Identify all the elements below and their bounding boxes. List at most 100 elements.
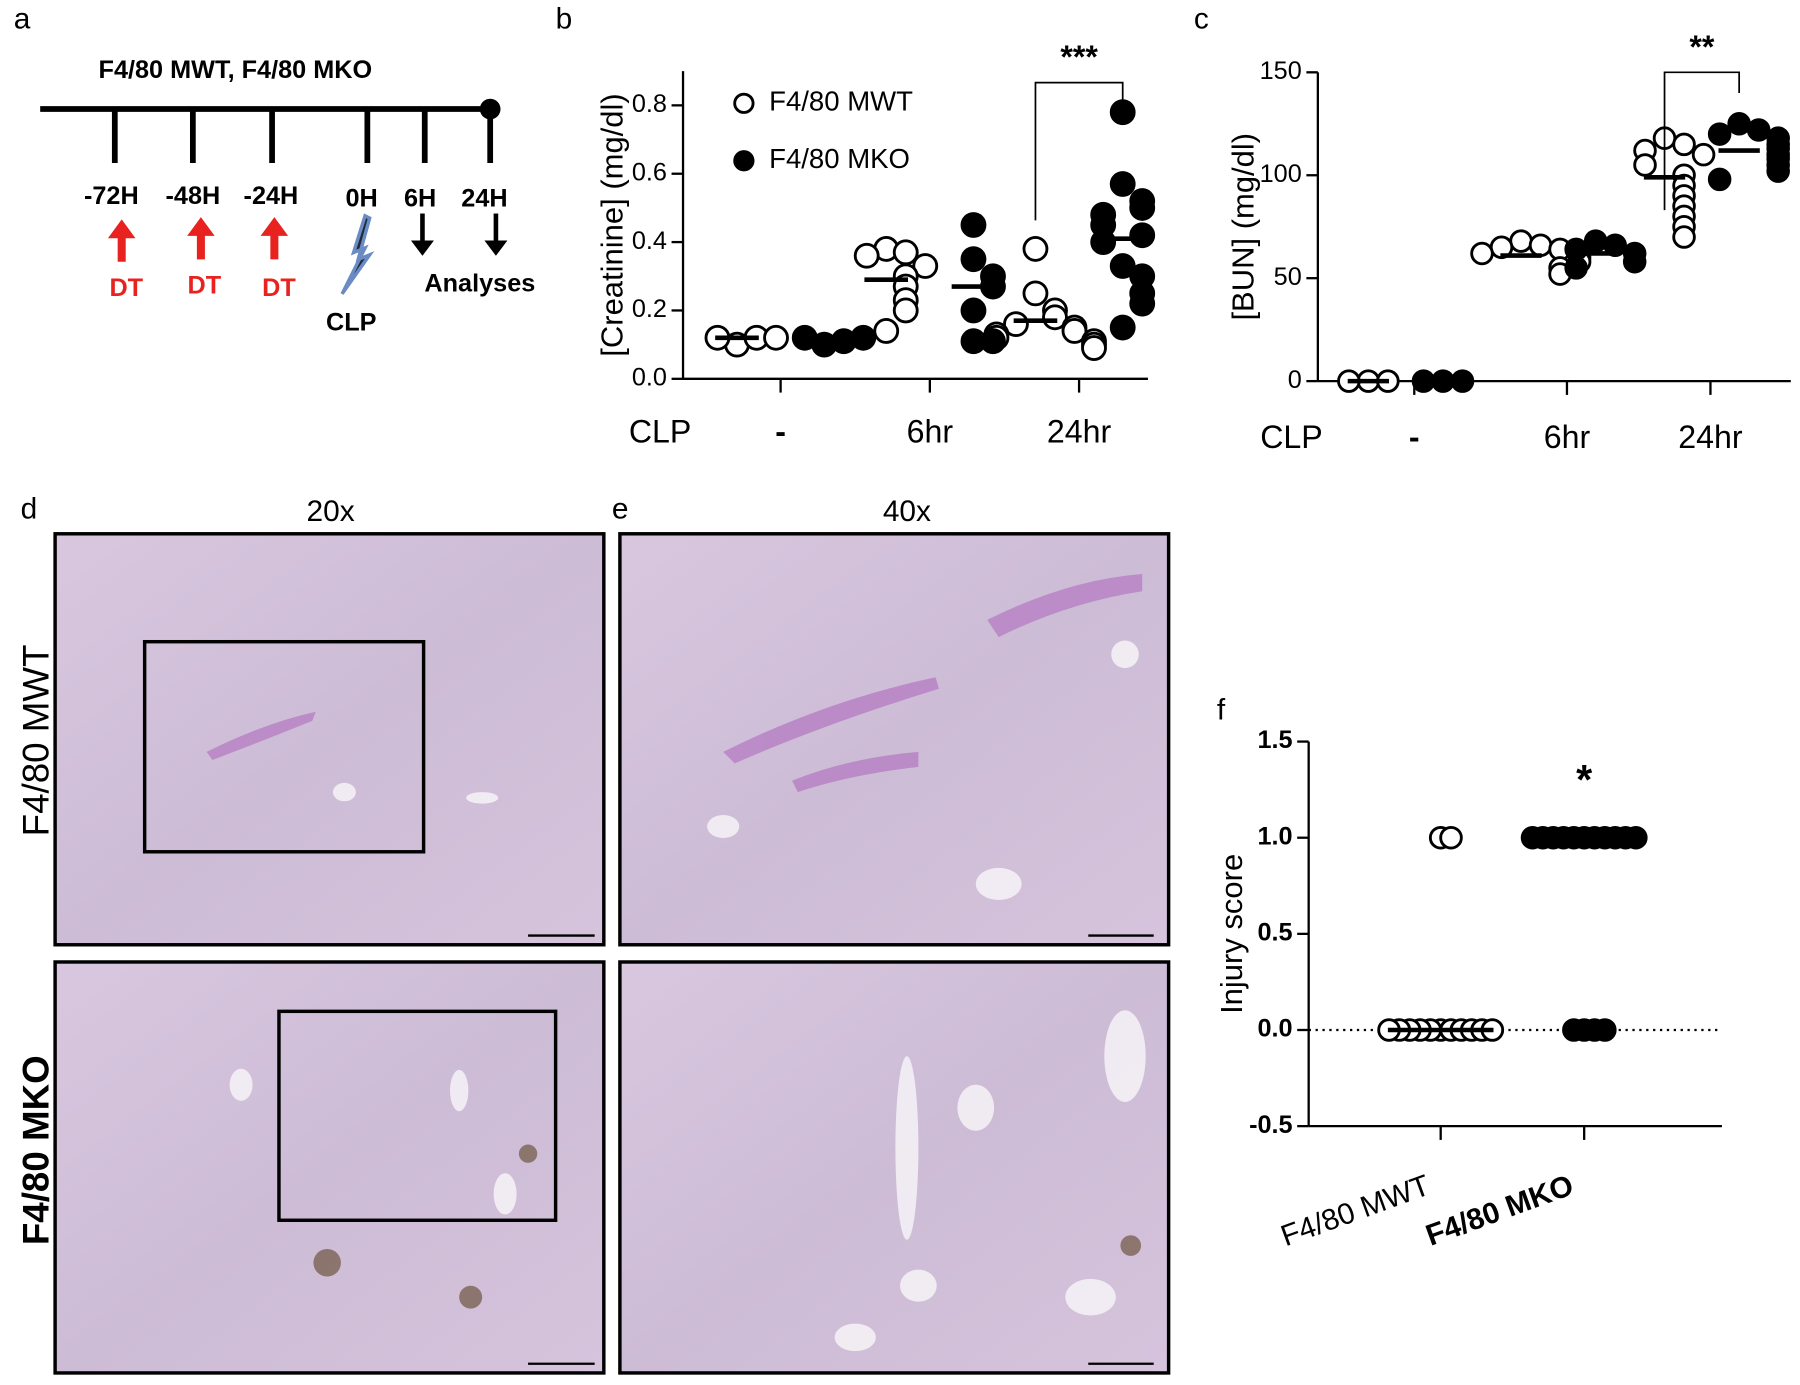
chart: -0.5 0.5 1.5 0.0 1.0 Injury score F4/80 MWTF4/…: [1214, 726, 1722, 1253]
tissue-features: [206, 573, 1143, 793]
data-point: [1583, 229, 1608, 253]
micrograph: [53, 960, 606, 1375]
data-point: [1022, 236, 1049, 262]
readout: Analyses: [424, 269, 535, 297]
treatment: DT: [188, 272, 222, 300]
panel-label: e: [612, 493, 629, 526]
data-point: [1109, 171, 1136, 197]
zoom-box: [277, 1009, 558, 1222]
data-point: [980, 328, 1006, 355]
data-point: [1129, 194, 1156, 221]
data-point: [1622, 249, 1647, 274]
data-point: [1593, 1018, 1617, 1042]
data-point: [1109, 99, 1136, 126]
data-point: [1707, 122, 1732, 146]
data-point: [892, 297, 919, 324]
x-axis-label: CLP: [629, 413, 692, 449]
data-point: [853, 242, 880, 269]
timeline-panel: a F4/80 MWT, F4/80 MKO -72H -48H -24H 0H…: [14, 3, 536, 337]
timepoint: 0H: [345, 184, 377, 212]
panel-label: b: [556, 3, 573, 36]
data-point: [1129, 290, 1156, 317]
data-point: [1090, 229, 1117, 256]
x-axis-label: CLP: [1260, 419, 1323, 455]
significance-bracket: [1663, 71, 1741, 211]
data-point: [1129, 222, 1156, 249]
pigment: [313, 1144, 1142, 1309]
x-tick-label: 24hr: [1047, 413, 1112, 449]
y-tick-label: 0.8: [632, 90, 667, 118]
timepoint: -72H: [84, 182, 139, 210]
data-point: [1672, 225, 1696, 249]
y-tick-label: 0.6: [632, 158, 667, 186]
y-tick-label: 0.4: [632, 227, 667, 255]
significance-label: *: [1576, 757, 1593, 803]
data-point: [1746, 118, 1771, 142]
x-tick-label: 24hr: [1678, 419, 1743, 455]
y-tick-label: 100: [1260, 160, 1302, 188]
analysis-arrows: [410, 213, 508, 256]
data-point: [960, 212, 987, 238]
data-point: [1727, 112, 1751, 136]
row-label: F4/80 MWT: [16, 645, 57, 837]
timepoint: -24H: [244, 182, 299, 210]
y-tick-label: 0.0: [632, 363, 667, 391]
y-tick-label: 150: [1260, 57, 1302, 85]
panel-label: c: [1194, 3, 1209, 36]
data-point: [912, 253, 939, 279]
data-point: [1470, 241, 1494, 266]
y-tick-label: 0.2: [632, 295, 667, 323]
x-tick-label: F4/80 MKO: [1422, 1169, 1578, 1253]
y-axis-label: [Creatinine] (mg/dl): [594, 93, 629, 356]
magnification: 20x: [307, 495, 355, 528]
chart: 0.0 0.2 0.4 0.6 0.8[Creatinine] (mg/dl) CLP - 6…: [594, 39, 1156, 449]
panel-label: f: [1217, 694, 1226, 727]
x-tick-label: F4/80 MWT: [1277, 1169, 1435, 1253]
data-point: [960, 297, 987, 324]
data-point: [1766, 159, 1790, 183]
timepoint: 24H: [461, 184, 507, 212]
y-tick-label: -0.5: [1249, 1111, 1293, 1139]
row-label: F4/80 MKO: [16, 1055, 57, 1245]
y-axis-label: Injury score: [1214, 854, 1249, 1014]
y-tick-label: 50: [1274, 263, 1302, 291]
clp-icon: [340, 213, 375, 295]
data-point: [850, 324, 877, 351]
data-point: [1003, 311, 1029, 338]
y-tick-label: 0: [1288, 366, 1302, 394]
micrograph: [53, 532, 606, 947]
procedure: CLP: [326, 308, 377, 336]
x-tick-label: -: [775, 413, 786, 449]
data-point: [873, 318, 900, 344]
timeline-title: F4/80 MWT, F4/80 MKO: [99, 56, 373, 84]
data-point: [791, 324, 818, 351]
timeline-ticks: [111, 109, 494, 164]
significance-label: **: [1689, 29, 1715, 65]
data-point: [1109, 314, 1136, 341]
timepoint: 6H: [404, 184, 436, 212]
data-point: [1509, 229, 1533, 253]
y-tick-label: 1.5: [1257, 726, 1292, 754]
data-point: [1042, 304, 1068, 331]
legend-label: F4/80 MKO: [769, 143, 910, 174]
data-point: [960, 246, 987, 273]
data-point: [1691, 142, 1716, 167]
scale-bars: [528, 934, 1154, 1365]
data-point: [1564, 256, 1588, 280]
x-tick-label: 6hr: [907, 413, 954, 449]
legend-marker: [733, 150, 755, 172]
treatment: DT: [262, 274, 296, 302]
y-axis-label: [BUN] (mg/dl): [1226, 133, 1261, 321]
data-point: [1109, 253, 1136, 279]
significance-bracket: [1034, 81, 1124, 221]
data-point: [1672, 132, 1696, 157]
data-point: [763, 324, 789, 351]
data-point: [1081, 335, 1107, 361]
treatment: DT: [109, 274, 143, 302]
magnification: 40x: [883, 495, 931, 528]
panel-label: d: [21, 493, 38, 526]
x-tick-label: -: [1409, 419, 1420, 455]
significance-label: ***: [1060, 39, 1098, 75]
y-tick-label: 0.0: [1257, 1015, 1292, 1043]
